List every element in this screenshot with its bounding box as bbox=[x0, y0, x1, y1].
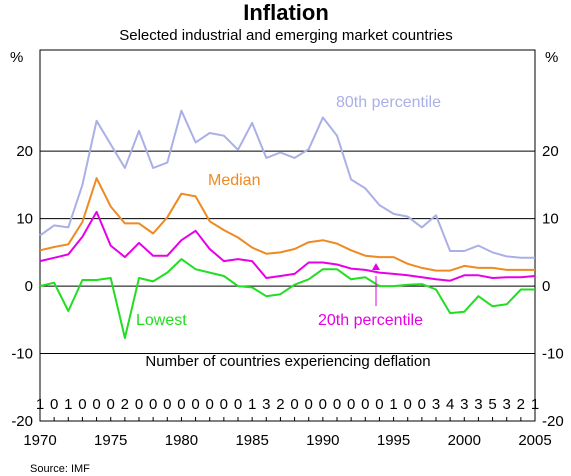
deflation-count-1998: 3 bbox=[432, 396, 440, 413]
deflation-count-1980: 0 bbox=[177, 396, 185, 413]
x-tick-1990: 1990 bbox=[306, 432, 339, 449]
deflation-count-1975: 0 bbox=[107, 396, 115, 413]
deflation-count-1999: 4 bbox=[446, 396, 454, 413]
deflation-count-1983: 0 bbox=[220, 396, 228, 413]
y-tick-right-0: 0 bbox=[542, 278, 550, 295]
x-tick-2005: 2005 bbox=[518, 432, 551, 449]
x-tick-1970: 1970 bbox=[23, 432, 56, 449]
series-line-20th-percentile bbox=[39, 210, 536, 282]
annotation-pointer-arrow bbox=[372, 263, 380, 270]
deflation-count-1972: 1 bbox=[64, 396, 72, 413]
annotation-lowest: Lowest bbox=[136, 312, 187, 329]
deflation-count-1986: 3 bbox=[262, 396, 270, 413]
annotation-20th-percentile: 20th percentile bbox=[318, 312, 423, 329]
y-tick-right--20: -20 bbox=[542, 413, 564, 430]
series-line-80th-percentile bbox=[39, 109, 535, 259]
deflation-count-1994: 0 bbox=[375, 396, 383, 413]
deflation-count-1976: 2 bbox=[121, 396, 129, 413]
deflation-count-1991: 0 bbox=[333, 396, 341, 413]
deflation-count-2000: 3 bbox=[460, 396, 468, 413]
deflation-count-1974: 0 bbox=[92, 396, 100, 413]
y-tick-left--20: -20 bbox=[11, 413, 33, 430]
series-lines bbox=[39, 109, 536, 339]
y-tick-left-10: 10 bbox=[16, 211, 33, 228]
annotation-median: Median bbox=[208, 172, 260, 189]
series-line-lowest bbox=[39, 258, 535, 339]
y-tick-left-0: 0 bbox=[25, 278, 33, 295]
deflation-count-1987: 2 bbox=[276, 396, 284, 413]
x-tick-1975: 1975 bbox=[94, 432, 127, 449]
deflation-count-2001: 3 bbox=[474, 396, 482, 413]
chart-title: Inflation bbox=[243, 0, 329, 25]
deflation-count-1992: 0 bbox=[347, 396, 355, 413]
y-axis-unit-right: % bbox=[545, 49, 558, 66]
x-tick-1995: 1995 bbox=[377, 432, 410, 449]
grid-lines bbox=[40, 150, 535, 422]
x-tick-2000: 2000 bbox=[448, 432, 481, 449]
deflation-count-2002: 5 bbox=[488, 396, 496, 413]
source-note: Source: IMF bbox=[30, 463, 90, 475]
y-tick-right--10: -10 bbox=[542, 346, 564, 363]
deflation-count-1977: 0 bbox=[135, 396, 143, 413]
x-tick-1980: 1980 bbox=[165, 432, 198, 449]
deflation-count-2003: 3 bbox=[503, 396, 511, 413]
deflation-count-1982: 0 bbox=[206, 396, 214, 413]
deflation-count-1990: 0 bbox=[319, 396, 327, 413]
annotation-80th-percentile: 80th percentile bbox=[336, 94, 441, 111]
deflation-count-1973: 0 bbox=[78, 396, 86, 413]
deflation-count-1995: 1 bbox=[389, 396, 397, 413]
series-line-median bbox=[39, 177, 535, 272]
deflation-count-1981: 0 bbox=[191, 396, 199, 413]
y-tick-left--10: -10 bbox=[11, 346, 33, 363]
deflation-count-1996: 0 bbox=[404, 396, 412, 413]
y-tick-left-20: 20 bbox=[16, 143, 33, 160]
chart-subtitle: Selected industrial and emerging market … bbox=[119, 27, 453, 44]
deflation-count-1984: 0 bbox=[234, 396, 242, 413]
y-tick-right-20: 20 bbox=[542, 143, 559, 160]
deflation-count-1979: 0 bbox=[163, 396, 171, 413]
deflation-count-1988: 0 bbox=[290, 396, 298, 413]
deflation-count-2004: 2 bbox=[517, 396, 525, 413]
deflation-count-1985: 1 bbox=[248, 396, 256, 413]
y-axis-unit-left: % bbox=[10, 49, 23, 66]
x-tick-1985: 1985 bbox=[235, 432, 268, 449]
deflation-count-1970: 1 bbox=[36, 396, 44, 413]
deflation-count-2005: 1 bbox=[531, 396, 539, 413]
deflation-caption: Number of countries experiencing deflati… bbox=[145, 353, 430, 370]
deflation-count-1971: 0 bbox=[50, 396, 58, 413]
deflation-count-1997: 0 bbox=[418, 396, 426, 413]
deflation-count-1993: 0 bbox=[361, 396, 369, 413]
y-tick-right-10: 10 bbox=[542, 211, 559, 228]
deflation-count-1989: 0 bbox=[305, 396, 313, 413]
deflation-count-1978: 0 bbox=[149, 396, 157, 413]
